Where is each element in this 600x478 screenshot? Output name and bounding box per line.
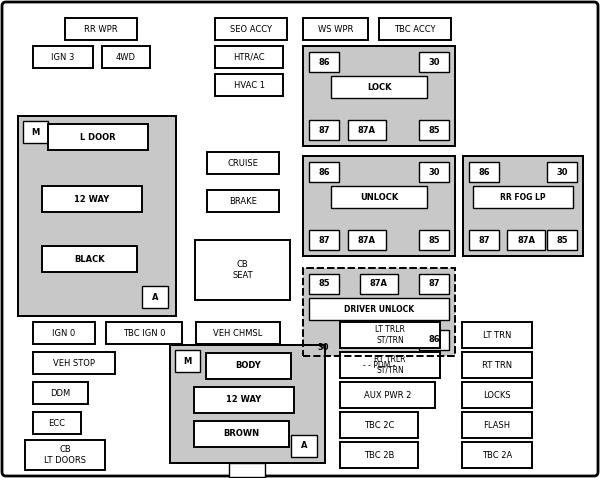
- Bar: [229, 463, 265, 477]
- Text: VEH STOP: VEH STOP: [53, 358, 95, 368]
- Text: 12 WAY: 12 WAY: [226, 395, 262, 404]
- Bar: [309, 162, 339, 182]
- Bar: [340, 382, 435, 408]
- Text: 85: 85: [318, 280, 330, 289]
- Text: BLACK: BLACK: [74, 254, 105, 263]
- Bar: [419, 274, 449, 294]
- Text: 85: 85: [556, 236, 568, 245]
- Bar: [303, 18, 368, 40]
- Bar: [194, 387, 294, 413]
- Bar: [42, 246, 137, 272]
- Text: VEH CHMSL: VEH CHMSL: [214, 328, 263, 337]
- Bar: [207, 152, 279, 174]
- Bar: [469, 162, 499, 182]
- Bar: [309, 52, 339, 72]
- Bar: [419, 230, 449, 250]
- Bar: [340, 412, 418, 438]
- Text: LT TRLR
ST/TRN: LT TRLR ST/TRN: [375, 326, 405, 345]
- Text: 87: 87: [318, 126, 330, 134]
- Bar: [379, 18, 451, 40]
- Bar: [331, 76, 427, 98]
- Bar: [348, 120, 386, 140]
- Text: UNLOCK: UNLOCK: [360, 193, 398, 202]
- Bar: [33, 322, 95, 344]
- Text: WS WPR: WS WPR: [318, 24, 353, 33]
- Text: L DOOR: L DOOR: [80, 132, 116, 141]
- Bar: [462, 352, 532, 378]
- Bar: [195, 240, 290, 300]
- Bar: [462, 412, 532, 438]
- Text: - - PDM -: - - PDM -: [363, 361, 395, 370]
- Text: RT TRN: RT TRN: [482, 360, 512, 369]
- Bar: [291, 435, 317, 457]
- Text: DRIVER UNLOCK: DRIVER UNLOCK: [344, 304, 414, 314]
- Text: TBC IGN 0: TBC IGN 0: [123, 328, 165, 337]
- Bar: [507, 230, 545, 250]
- Text: CB
SEAT: CB SEAT: [232, 261, 253, 280]
- Text: AUX PWR 2: AUX PWR 2: [364, 391, 411, 400]
- Text: 4WD: 4WD: [116, 53, 136, 62]
- Bar: [18, 116, 176, 316]
- Text: FLASH: FLASH: [484, 421, 511, 430]
- Text: 86: 86: [318, 57, 330, 66]
- Bar: [462, 382, 532, 408]
- Bar: [170, 345, 325, 463]
- Bar: [419, 52, 449, 72]
- Bar: [42, 186, 142, 212]
- Text: CB
LT DOORS: CB LT DOORS: [44, 445, 86, 465]
- Bar: [303, 268, 455, 356]
- Text: DDM: DDM: [50, 389, 71, 398]
- Text: A: A: [301, 442, 307, 450]
- Bar: [170, 345, 325, 463]
- Text: TBC 2A: TBC 2A: [482, 450, 512, 459]
- Bar: [215, 74, 283, 96]
- Bar: [175, 350, 200, 372]
- Bar: [196, 322, 280, 344]
- Bar: [18, 116, 176, 316]
- Bar: [469, 230, 499, 250]
- Bar: [309, 230, 339, 250]
- Bar: [419, 162, 449, 182]
- Bar: [48, 124, 148, 150]
- Bar: [340, 352, 440, 378]
- Bar: [33, 46, 93, 68]
- Bar: [303, 268, 455, 356]
- Bar: [463, 156, 583, 256]
- Bar: [309, 120, 339, 140]
- Bar: [23, 121, 48, 143]
- Bar: [194, 421, 289, 447]
- Text: 85: 85: [428, 236, 440, 245]
- Text: BODY: BODY: [236, 361, 262, 370]
- Bar: [547, 230, 577, 250]
- Bar: [340, 442, 418, 468]
- Text: HTR/AC: HTR/AC: [233, 53, 265, 62]
- Bar: [303, 46, 455, 146]
- Bar: [25, 440, 105, 470]
- Text: ECC: ECC: [49, 419, 65, 427]
- Text: HVAC 1: HVAC 1: [233, 80, 265, 89]
- Bar: [65, 18, 137, 40]
- Text: 87: 87: [428, 280, 440, 289]
- Text: 12 WAY: 12 WAY: [74, 195, 110, 204]
- Text: TBC 2C: TBC 2C: [364, 421, 394, 430]
- Text: M: M: [31, 128, 40, 137]
- Bar: [303, 46, 455, 146]
- Bar: [215, 18, 287, 40]
- Text: LOCKS: LOCKS: [483, 391, 511, 400]
- Bar: [106, 322, 182, 344]
- Bar: [33, 412, 81, 434]
- Text: TBC 2B: TBC 2B: [364, 450, 394, 459]
- Text: CRUISE: CRUISE: [227, 159, 259, 167]
- Bar: [419, 330, 449, 350]
- Text: M: M: [184, 357, 191, 366]
- Bar: [33, 382, 88, 404]
- Bar: [207, 190, 279, 212]
- Bar: [33, 352, 115, 374]
- Bar: [142, 286, 168, 308]
- Bar: [309, 274, 339, 294]
- Text: 30: 30: [428, 57, 440, 66]
- Text: A: A: [152, 293, 158, 302]
- Bar: [419, 120, 449, 140]
- Bar: [102, 46, 150, 68]
